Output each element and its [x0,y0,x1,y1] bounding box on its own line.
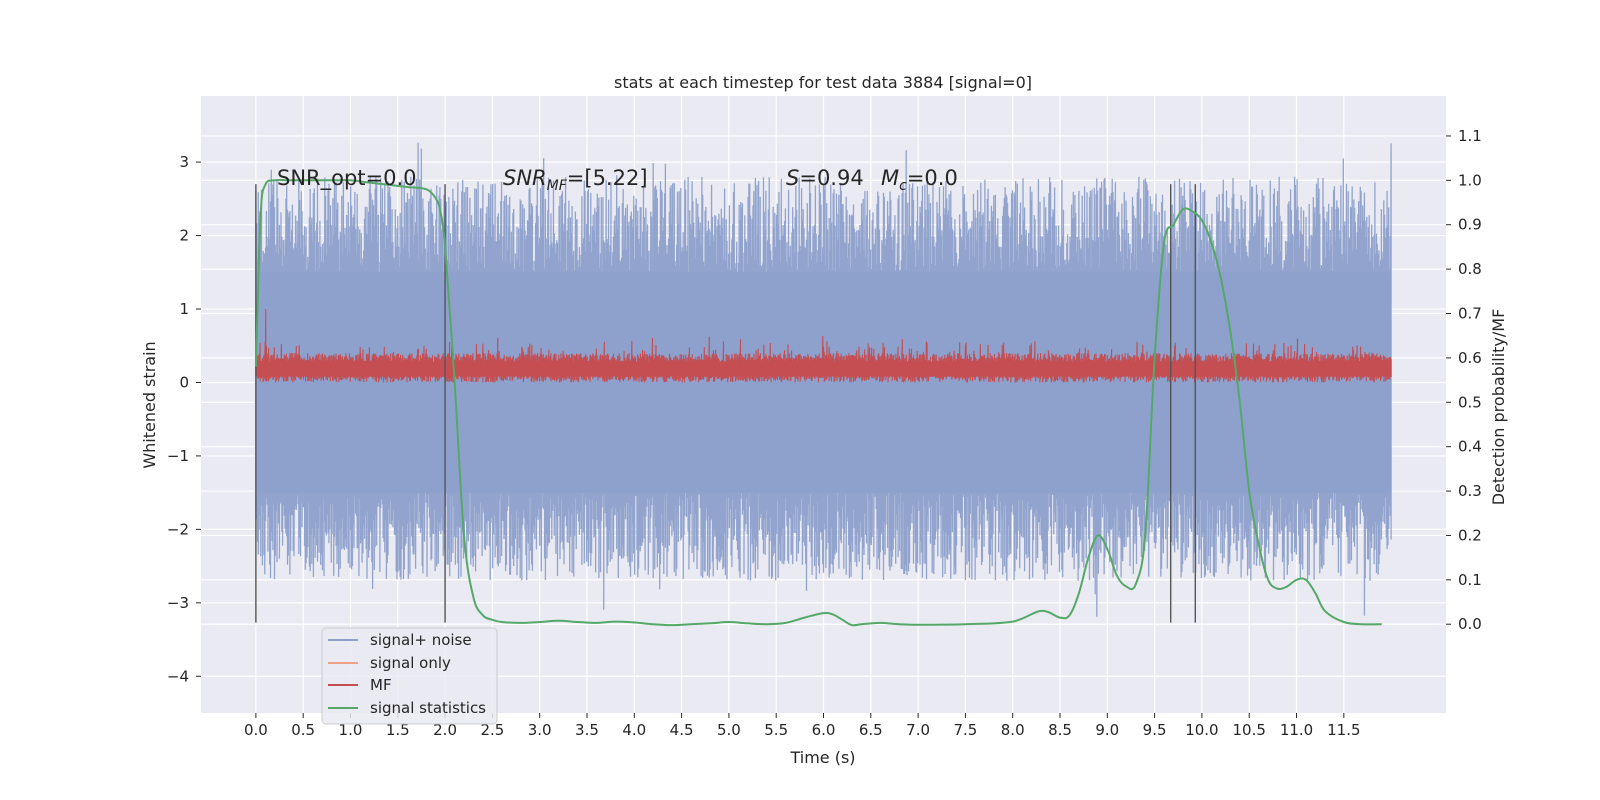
x-tick-label: 2.0 [433,721,457,739]
x-tick-label: 7.0 [906,721,930,739]
y-tick-label-right: 0.9 [1458,216,1482,234]
annotation-mc-symbol: M [881,166,899,190]
y-tick-label-left: −4 [167,667,189,685]
x-tick-label: 7.5 [953,721,977,739]
annotation-mc-subscript: c [899,178,907,194]
x-tick-label: 1.0 [339,721,363,739]
y-tick-label-left: 0 [179,373,189,391]
x-tick-label: 8.5 [1048,721,1072,739]
x-tick-label: 4.5 [670,721,694,739]
x-tick-label: 5.0 [717,721,741,739]
x-tick-label: 10.0 [1185,721,1218,739]
annotation-s-value: =0.94 [799,166,863,190]
y-tick-label-left: 3 [179,153,189,171]
y-ticks-left: −4 −3 −2 −1 0 1 2 3 [167,153,201,685]
y-axis-title-left: Whitened strain [140,341,159,468]
y-tick-label-left: 2 [179,227,189,245]
statistics-line [254,178,1382,627]
y-tick-label-right: 0.6 [1458,349,1482,367]
y-tick-label-right: 0.4 [1458,438,1482,456]
x-tick-label: 8.0 [1001,721,1025,739]
x-tick-label: 4.0 [622,721,646,739]
y-tick-label-right: 0.5 [1458,393,1482,411]
legend-label-noise: signal+ noise [370,631,472,649]
x-tick-label: 11.5 [1327,721,1360,739]
y-tick-label-right: 1.0 [1458,171,1482,189]
y-tick-label-right: 0.8 [1458,260,1482,278]
statistics-series [254,178,1382,627]
y-tick-label-right: 0.3 [1458,482,1482,500]
x-tick-label: 0.5 [291,721,315,739]
y-tick-label-left: 1 [179,300,189,318]
y-tick-label-right: 0.2 [1458,526,1482,544]
x-tick-label: 10.5 [1233,721,1266,739]
annotation-snr-mf-value: =[5.22] [567,166,648,190]
x-tick-label: 1.5 [386,721,410,739]
x-tick-label: 3.0 [528,721,552,739]
legend-label-signal-only: signal only [370,654,451,672]
annotation-mc: Mc=0.0 [881,166,958,194]
y-tick-label-left: −3 [167,594,189,612]
x-tick-label: 5.5 [764,721,788,739]
y-tick-label-left: −1 [167,447,189,465]
annotation-snr-mf-symbol: SNR [503,166,547,190]
y-tick-label-right: 0.1 [1458,571,1482,589]
annotation-snr-mf-subscript: MF [547,178,568,194]
y-ticks-right: 0.0 0.1 0.2 0.3 0.4 0.5 0.6 0.7 0.8 0.9 1.0 1.1 [1446,127,1482,633]
x-tick-label: 6.5 [859,721,883,739]
y-tick-label-right: 0.0 [1458,615,1482,633]
x-axis-title: Time (s) [789,748,855,767]
x-tick-label: 6.0 [812,721,836,739]
legend-box [321,627,498,725]
x-tick-label: 3.5 [575,721,599,739]
y-axis-title-right: Detection probability/MF [1489,309,1508,506]
annotation-s: S=0.94 [786,166,864,190]
legend: signal+ noise signal only MF signal stat… [321,627,498,725]
chart-title: stats at each timestep for test data 388… [614,73,1032,92]
annotation-s-symbol: S [786,166,799,190]
x-tick-label: 9.5 [1143,721,1167,739]
x-tick-label: 9.0 [1095,721,1119,739]
y-tick-label-left: −2 [167,520,189,538]
y-tick-label-right: 1.1 [1458,127,1482,145]
x-tick-label: 11.0 [1280,721,1313,739]
annotation-snr-mf: SNRMF=[5.22] [503,166,648,194]
y-tick-label-right: 0.7 [1458,305,1482,323]
x-tick-label: 0.0 [244,721,268,739]
x-ticks: 0.0 0.5 1.0 1.5 2.0 2.5 3.0 3.5 4.0 4.5 5.0 5.5 6.0 6… [244,713,1361,739]
x-tick-label: 2.5 [480,721,504,739]
annotation-mc-value: =0.0 [907,166,958,190]
legend-label-mf: MF [370,676,392,694]
legend-label-statistics: signal statistics [370,699,486,717]
annotation-snr-opt: SNR_opt=0.0 [277,166,417,191]
